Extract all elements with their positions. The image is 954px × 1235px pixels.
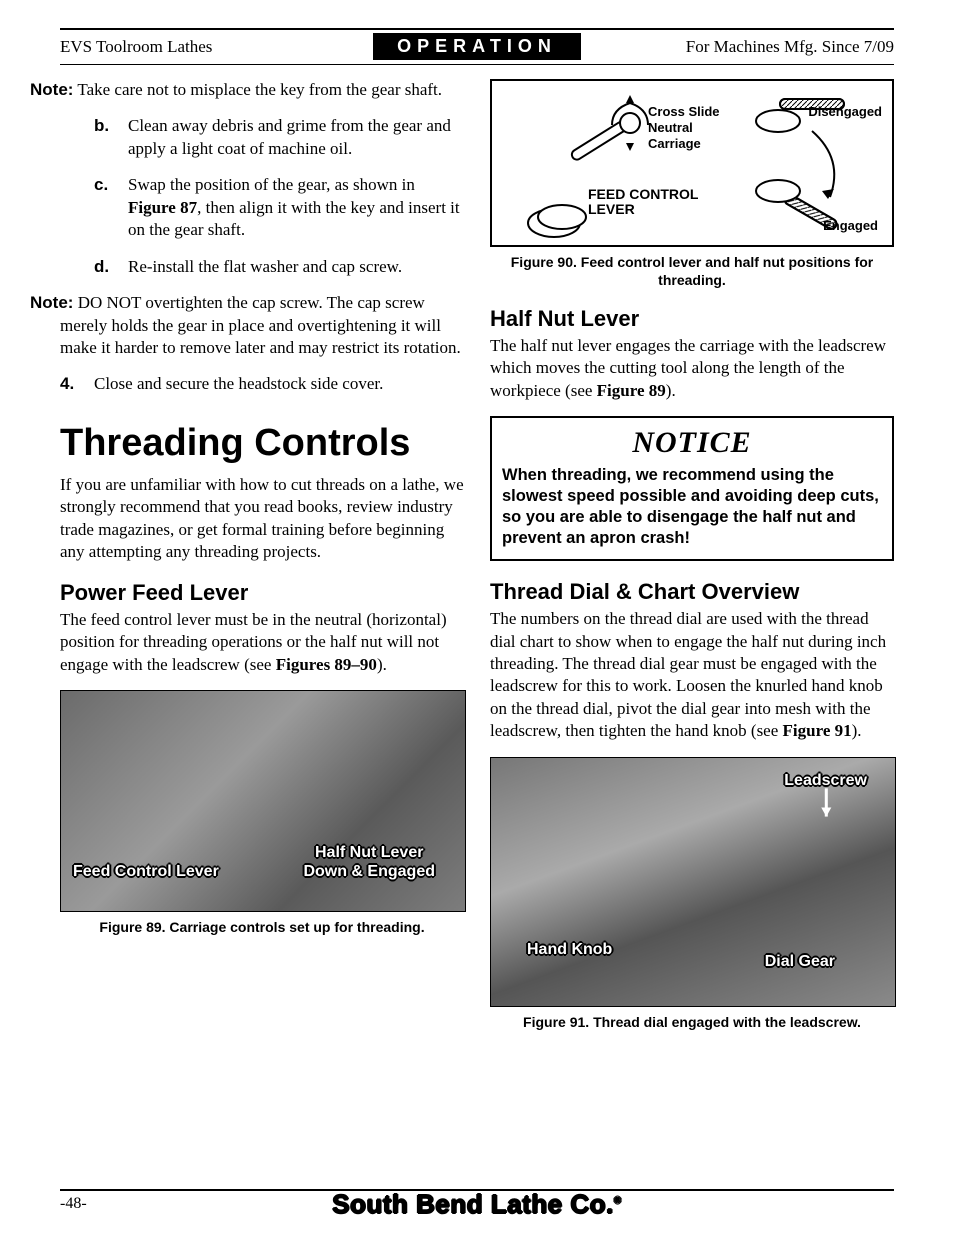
- fig90-feed-control: FEED CONTROL LEVER: [588, 187, 698, 218]
- step-b-text: Clean away debris and grime from the gea…: [128, 116, 451, 157]
- header-center: OPERATION: [373, 33, 581, 60]
- registered-mark: ®: [614, 1195, 622, 1206]
- fig89-halfnut-l1: Half Nut Lever: [315, 844, 423, 861]
- power-feed-para: The feed control lever must be in the ne…: [60, 609, 464, 676]
- step-c-before: Swap the position of the gear, as shown …: [128, 175, 415, 194]
- half-nut-para: The half nut lever engages the carriage …: [490, 335, 894, 402]
- step-d-marker: d.: [94, 256, 109, 278]
- substeps: b. Clean away debris and grime from the …: [60, 115, 464, 278]
- dial-bold: Figure 91: [783, 721, 852, 740]
- figure-91-caption: Figure 91. Thread dial engaged with the …: [490, 1013, 894, 1031]
- header-right: For Machines Mfg. Since 7/09: [581, 37, 894, 57]
- company-name: South Bend Lathe Co.®: [60, 1189, 894, 1220]
- power-feed-after: ).: [377, 655, 387, 674]
- step-4-list: 4. Close and secure the headstock side c…: [60, 373, 464, 395]
- fig89-halfnut-l2: Down & Engaged: [303, 863, 435, 880]
- step-4-marker: 4.: [60, 373, 74, 395]
- notice-heading: NOTICE: [502, 424, 882, 462]
- step-b-marker: b.: [94, 115, 109, 137]
- note-2: Note: DO NOT overtighten the cap screw. …: [60, 292, 464, 359]
- half-nut-before: The half nut lever engages the carriage …: [490, 336, 886, 400]
- thread-dial-heading: Thread Dial & Chart Overview: [490, 577, 894, 606]
- header-left: EVS Toolroom Lathes: [60, 37, 373, 57]
- fig90-disengaged: Disengaged: [808, 103, 882, 120]
- note-1-body: Take care not to misplace the key from t…: [73, 80, 442, 99]
- figure-91: Leadscrew Hand Knob Dial Gear: [490, 757, 896, 1007]
- figure-89-caption: Figure 89. Carriage controls set up for …: [60, 918, 464, 936]
- company-text: South Bend Lathe Co.: [332, 1189, 614, 1219]
- right-column: Cross Slide Neutral Carriage FEED CONTRO…: [490, 79, 894, 1045]
- note-2-body: DO NOT overtighten the cap screw. The ca…: [60, 293, 461, 357]
- power-feed-bold: Figures 89–90: [276, 655, 377, 674]
- figure-90: Cross Slide Neutral Carriage FEED CONTRO…: [490, 79, 894, 247]
- fig89-label-feed: Feed Control Lever: [73, 863, 219, 881]
- step-c: c. Swap the position of the gear, as sho…: [128, 174, 464, 241]
- thread-dial-para: The numbers on the thread dial are used …: [490, 608, 894, 743]
- threading-controls-heading: Threading Controls: [60, 418, 464, 468]
- step-4: 4. Close and secure the headstock side c…: [94, 373, 464, 395]
- page-header: EVS Toolroom Lathes OPERATION For Machin…: [60, 28, 894, 65]
- fig90-engaged: Engaged: [823, 217, 878, 234]
- dial-after: ).: [852, 721, 862, 740]
- fig90-feed-control-l2: LEVER: [588, 201, 635, 217]
- power-feed-before: The feed control lever must be in the ne…: [60, 610, 447, 674]
- note-2-prefix: Note:: [30, 293, 73, 312]
- fig90-feed-control-l1: FEED CONTROL: [588, 186, 698, 202]
- half-nut-after: ).: [666, 381, 676, 400]
- power-feed-lever-heading: Power Feed Lever: [60, 578, 464, 607]
- half-nut-lever-heading: Half Nut Lever: [490, 304, 894, 333]
- notice-body: When threading, we recommend using the s…: [502, 465, 882, 549]
- fig89-label-halfnut: Half Nut Lever Down & Engaged: [303, 844, 435, 881]
- fig90-carriage: Carriage: [648, 135, 701, 152]
- figure-89: Feed Control Lever Half Nut Lever Down &…: [60, 690, 466, 912]
- threading-intro: If you are unfamiliar with how to cut th…: [60, 474, 464, 564]
- step-d-text: Re-install the flat washer and cap screw…: [128, 257, 402, 276]
- step-d: d. Re-install the flat washer and cap sc…: [128, 256, 464, 278]
- step-c-bold: Figure 87: [128, 198, 197, 217]
- step-4-text: Close and secure the headstock side cove…: [94, 374, 383, 393]
- note-1-prefix: Note:: [30, 80, 73, 99]
- fig90-neutral: Neutral: [648, 119, 693, 136]
- step-c-marker: c.: [94, 174, 108, 196]
- fig90-cross-slide: Cross Slide: [648, 103, 720, 120]
- notice-box: NOTICE When threading, we recommend usin…: [490, 416, 894, 561]
- half-nut-bold: Figure 89: [597, 381, 666, 400]
- step-b: b. Clean away debris and grime from the …: [128, 115, 464, 160]
- left-column: Note: Take care not to misplace the key …: [60, 79, 464, 1045]
- page-footer: -48- South Bend Lathe Co.®: [60, 1189, 894, 1213]
- figure-90-caption: Figure 90. Feed control lever and half n…: [490, 253, 894, 290]
- note-1: Note: Take care not to misplace the key …: [60, 79, 464, 101]
